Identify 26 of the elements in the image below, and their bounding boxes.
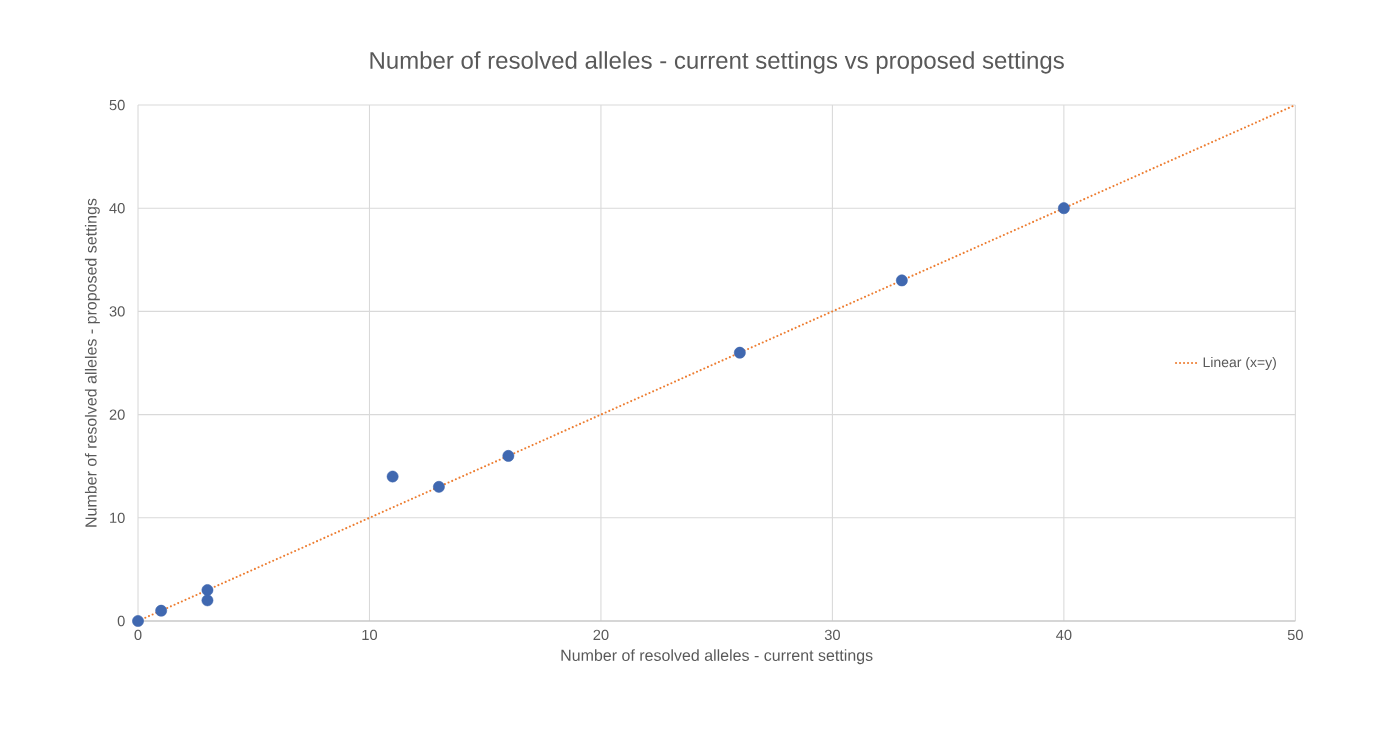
point [155,604,168,617]
x-axis-title: Number of resolved alleles - current settings [561,649,873,665]
y-tick-label: 30 [109,306,125,317]
point [201,584,214,596]
point [433,480,445,493]
point [733,346,746,359]
point [1058,202,1070,215]
y-tick-label: 0 [117,615,125,627]
legend-label: Linear (x=y) [1203,356,1276,370]
point [132,615,144,627]
y-tick-label: 40 [109,203,125,214]
point [201,594,214,607]
point [386,470,399,483]
y-tick-label: 20 [109,409,125,420]
chart-title: Number of resolved alleles - current settings vs proposed settings [370,51,1064,74]
x-tick-label: 50 [1287,629,1303,641]
y-axis-title: Number of resolved alleles - proposed settings [84,198,100,527]
x-tick-label: 40 [1056,629,1072,641]
y-tick-label: 10 [110,512,125,523]
y-tick-label: 50 [109,99,125,111]
point [895,274,908,287]
x-tick-label: 20 [593,629,609,641]
point [502,450,515,462]
x-tick-label: 30 [824,629,840,641]
x-tick-label: 10 [362,629,378,641]
x-tick-label: 0 [134,629,142,641]
